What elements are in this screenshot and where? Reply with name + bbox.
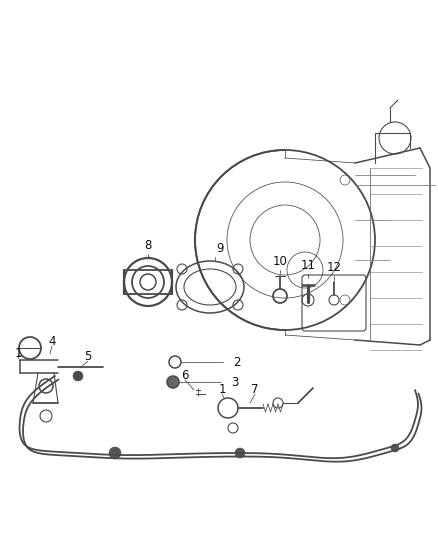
Text: 10: 10 [272, 255, 287, 268]
Text: 8: 8 [144, 239, 152, 252]
Text: 9: 9 [216, 242, 224, 255]
Text: 6: 6 [181, 369, 189, 382]
Text: 7: 7 [251, 383, 259, 396]
Text: 11: 11 [300, 259, 315, 272]
Text: 3: 3 [231, 376, 238, 389]
Circle shape [73, 371, 83, 381]
Circle shape [391, 444, 399, 452]
Text: 5: 5 [84, 350, 92, 363]
Text: 1: 1 [218, 383, 226, 396]
Text: 2: 2 [233, 356, 240, 368]
Circle shape [109, 447, 121, 459]
Circle shape [167, 376, 179, 388]
Circle shape [235, 448, 245, 458]
Text: 4: 4 [48, 335, 56, 348]
Text: 1: 1 [14, 347, 22, 360]
Text: 12: 12 [326, 261, 342, 274]
